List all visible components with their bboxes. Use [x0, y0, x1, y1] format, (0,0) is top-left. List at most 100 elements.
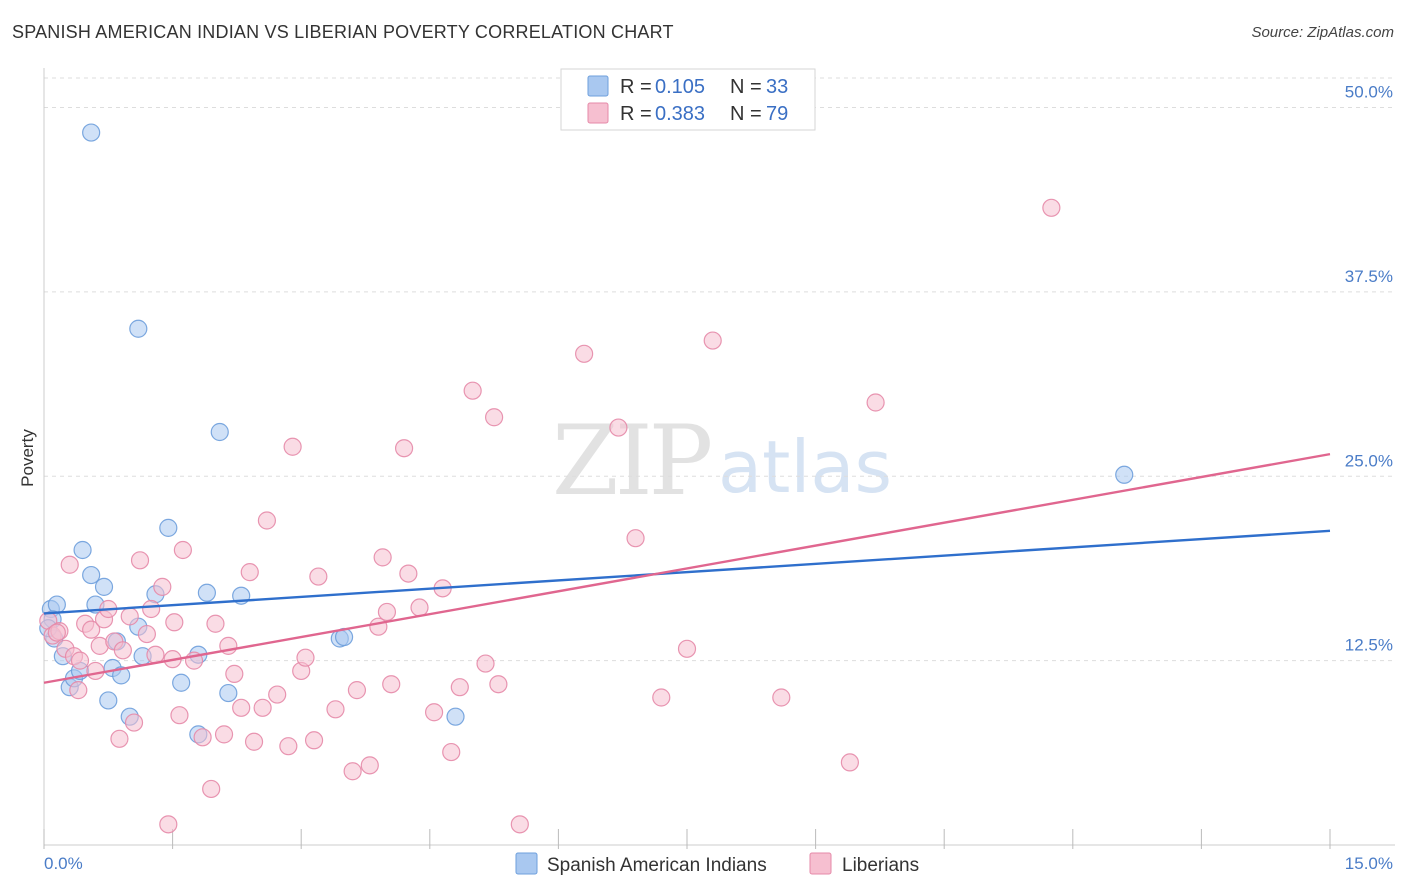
liberian-point	[450, 678, 469, 697]
liberian-point	[244, 732, 264, 751]
x-tick-label-min: 0.0%	[44, 854, 83, 873]
spanish-american-indian-point	[129, 319, 148, 338]
legend-n-value-pink: 79	[766, 103, 788, 125]
legend-n-value-blue: 33	[766, 76, 788, 98]
spanish-american-indian-point	[172, 673, 191, 692]
liberian-point	[326, 700, 345, 719]
liberian-point	[510, 815, 529, 834]
liberian-point	[173, 540, 192, 560]
liberian-trend-line	[43, 452, 1331, 684]
liberian-point	[82, 620, 101, 639]
liberian-point	[652, 688, 671, 707]
liberian-point	[159, 815, 178, 834]
series-legend-swatch-blue	[515, 852, 538, 875]
liberian-point	[369, 617, 388, 636]
legend-r-label-pink: R =	[620, 103, 652, 125]
liberian-point	[476, 654, 495, 673]
liberian-point	[283, 437, 302, 456]
liberian-point	[463, 381, 482, 400]
spanish-american-indian-point	[82, 565, 101, 585]
liberian-point	[253, 698, 272, 717]
liberian-point	[382, 675, 401, 694]
liberian-point	[1042, 198, 1061, 217]
liberian-point	[360, 756, 379, 775]
liberian-point	[703, 331, 722, 350]
liberian-point	[626, 529, 645, 548]
liberian-point	[424, 703, 444, 722]
liberian-point	[130, 551, 150, 570]
liberian-point	[442, 742, 461, 762]
spanish-american-indian-point	[82, 123, 101, 142]
liberian-point	[69, 681, 88, 700]
legend-r-value-blue: 0.105	[655, 76, 705, 98]
legend-n-label-pink: N =	[730, 103, 762, 125]
spanish-american-indian-point	[94, 577, 114, 596]
y-axis-title: Poverty	[18, 429, 37, 487]
spanish-american-indian-point	[197, 583, 216, 602]
liberian-point	[296, 648, 315, 667]
liberian-point	[113, 641, 132, 660]
liberian-point	[240, 563, 259, 582]
series-legend-label-blue: Spanish American Indians	[547, 855, 767, 876]
liberian-point	[225, 664, 244, 684]
series-legend-label-pink: Liberians	[842, 855, 919, 876]
liberian-point	[772, 688, 791, 707]
liberian-point	[170, 706, 189, 725]
legend-n-label-blue: N =	[730, 76, 762, 98]
liberian-point	[347, 681, 367, 700]
liberian-point	[257, 511, 277, 530]
source-credit: Source: ZipAtlas.com	[1251, 24, 1394, 41]
liberian-point	[110, 729, 129, 748]
liberian-point	[232, 698, 251, 717]
y-tick-label: 12.5%	[1345, 636, 1393, 655]
spanish-american-indian-point	[99, 691, 118, 710]
points-layer	[39, 123, 1134, 834]
legend-swatch-pink	[587, 102, 609, 124]
watermark-zip: ZIP	[552, 405, 711, 517]
liberian-point	[153, 577, 172, 596]
liberian-point	[485, 408, 504, 427]
spanish-american-indian-point	[112, 666, 131, 685]
series-legend: Spanish American Indians Liberians	[515, 852, 919, 876]
liberian-point	[373, 548, 392, 567]
liberian-point	[165, 613, 184, 632]
liberian-point	[866, 393, 885, 412]
spanish-american-indian-point	[210, 422, 229, 442]
liberian-point	[677, 639, 697, 658]
spanish-american-indian-point	[159, 518, 178, 537]
liberian-point	[343, 762, 362, 781]
liberian-point	[206, 614, 225, 633]
spanish-american-indian-point	[219, 683, 238, 703]
liberian-point	[399, 564, 418, 583]
watermark-atlas: atlas	[718, 425, 892, 509]
x-tick-label-max: 15.0%	[1345, 854, 1393, 873]
liberian-point	[410, 598, 429, 617]
liberian-point	[124, 713, 144, 732]
liberian-point	[70, 651, 90, 670]
y-tick-label: 25.0%	[1345, 451, 1393, 470]
liberian-point	[279, 737, 298, 756]
liberian-point	[214, 725, 234, 744]
axis-layer: 12.5% 25.0% 37.5% 50.0%	[43, 68, 1395, 849]
liberian-point	[575, 344, 594, 363]
chart-title: SPANISH AMERICAN INDIAN VS LIBERIAN POVE…	[12, 22, 674, 42]
liberian-point	[202, 779, 221, 799]
y-tick-label: 50.0%	[1345, 83, 1393, 102]
liberian-point	[840, 753, 859, 772]
correlation-legend: R = 0.105 N = 33 R = 0.383 N = 79	[560, 68, 816, 131]
liberian-point	[193, 728, 212, 747]
liberian-point	[120, 607, 139, 626]
liberian-point	[489, 675, 508, 694]
liberian-point	[268, 685, 287, 704]
spanish-american-indian-point	[73, 540, 92, 560]
legend-r-value-pink: 0.383	[655, 103, 705, 125]
liberian-point	[304, 731, 324, 750]
liberian-point	[377, 602, 397, 622]
liberian-point	[142, 599, 161, 619]
trend-layer	[43, 452, 1331, 684]
spanish-american-indian-trend-line	[43, 529, 1331, 615]
liberian-point	[86, 661, 105, 681]
liberian-point	[609, 418, 628, 437]
legend-swatch-blue	[587, 75, 609, 97]
